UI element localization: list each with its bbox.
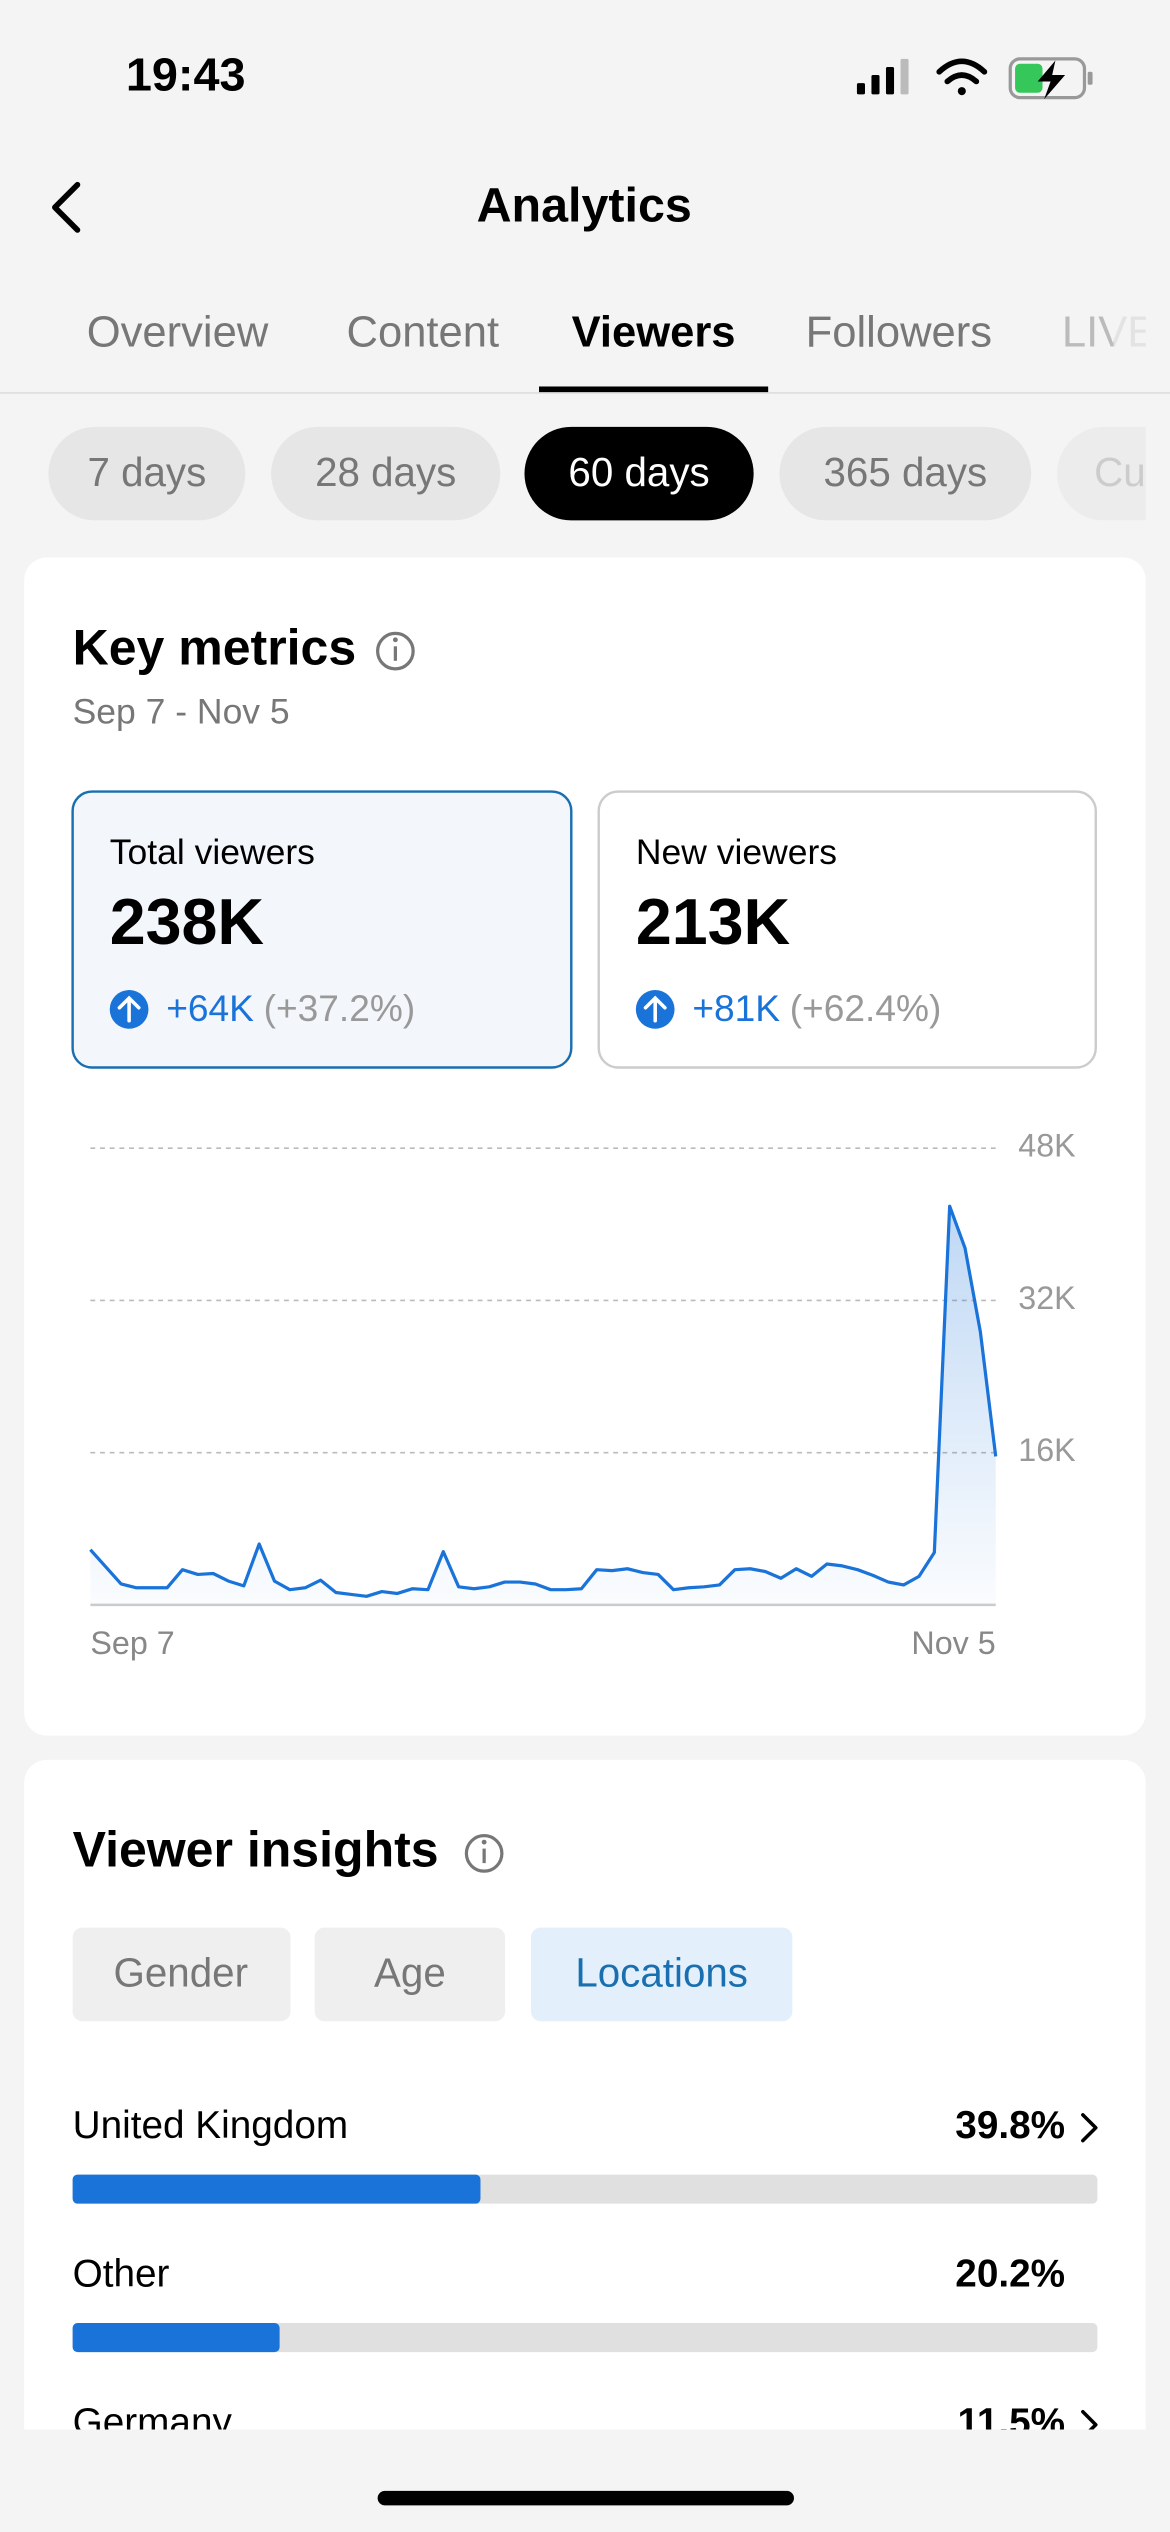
insight-tab-label: Age xyxy=(374,1950,446,1996)
range-pill[interactable] xyxy=(779,426,1032,521)
edge xyxy=(1145,412,1170,534)
tab-underline xyxy=(539,386,769,393)
metric-card-active[interactable] xyxy=(71,790,573,1069)
location-value: 39.8% xyxy=(955,2104,1065,2147)
status-time: 19:43 xyxy=(126,49,246,101)
section-title: Viewer insights xyxy=(73,1822,439,1878)
date-range: Sep 7 - Nov 5 xyxy=(73,691,290,731)
change-pct: (+62.4%) xyxy=(790,987,942,1029)
location-name: Other xyxy=(73,2252,170,2295)
change-pct: (+37.2%) xyxy=(264,987,416,1029)
fade xyxy=(1113,275,1170,392)
metric-label: Total viewers xyxy=(110,832,315,872)
range-label: 7 days xyxy=(87,449,206,495)
range-label: Cu xyxy=(1094,449,1146,495)
y-tick-label: 48K xyxy=(1018,1128,1076,1164)
back-button[interactable] xyxy=(52,181,81,233)
insight-tab-active[interactable] xyxy=(530,1927,793,2022)
range-pill[interactable] xyxy=(1057,426,1170,521)
metric-change: +64K (+37.2%) xyxy=(166,987,415,1029)
metric-change: +81K (+62.4%) xyxy=(692,987,941,1029)
tab[interactable]: Content xyxy=(347,308,500,356)
tab-active[interactable]: Viewers xyxy=(572,308,736,356)
section-title: Key metrics xyxy=(73,619,357,675)
home-indicator xyxy=(377,2490,794,2506)
up-icon xyxy=(635,990,675,1029)
signal-icon xyxy=(856,58,909,95)
range-pill[interactable] xyxy=(271,426,501,521)
range-pill-active[interactable] xyxy=(524,426,754,521)
range-label: 60 days xyxy=(568,449,709,495)
locations: United Kingdom 39.8% Other 20.2% Germany 11.5… xyxy=(72,2104,1098,2444)
chevron xyxy=(1081,2410,1098,2430)
change: +64K xyxy=(166,987,254,1029)
battery-icon xyxy=(1008,57,1093,100)
page-title: Analytics xyxy=(477,179,692,233)
info-icon[interactable] xyxy=(464,1834,504,1873)
tab[interactable]: Followers xyxy=(806,308,992,356)
y-tick-label: 32K xyxy=(1018,1280,1076,1316)
bar xyxy=(72,2323,280,2353)
insights-card xyxy=(24,1759,1146,2430)
insight-tab-label: Locations xyxy=(575,1950,748,1996)
change: +81K xyxy=(692,987,780,1029)
range-pill[interactable] xyxy=(48,426,246,521)
bar xyxy=(72,2174,481,2204)
x-tick-label: Sep 7 xyxy=(90,1625,174,1661)
metric-label: New viewers xyxy=(636,832,837,872)
location-name: Germany xyxy=(73,2401,233,2444)
line xyxy=(89,1204,998,1598)
insight-tab-label: Gender xyxy=(113,1950,248,1996)
location-value: 20.2% xyxy=(955,2252,1065,2295)
y-tick-label: 16K xyxy=(1018,1432,1076,1468)
chevron xyxy=(1081,2113,1098,2143)
wifi-icon xyxy=(936,58,988,96)
info-icon[interactable] xyxy=(376,631,415,671)
location-value: 11.5% xyxy=(957,2401,1065,2444)
metric-card[interactable] xyxy=(597,790,1097,1069)
insight-tab[interactable] xyxy=(72,1927,291,2022)
chart: 16K 32K 48K Sep 7 Nov 5 xyxy=(89,1128,1076,1661)
bar-track xyxy=(72,2323,1098,2353)
location-name: United Kingdom xyxy=(73,2104,348,2147)
range-label: 365 days xyxy=(823,449,987,495)
scroll-content: Key metrics Sep 7 - Nov 5 Total viewers … xyxy=(24,557,1146,2444)
range-label: 28 days xyxy=(315,449,456,495)
insight-tab[interactable] xyxy=(314,1927,506,2022)
metric-value: 238K xyxy=(110,886,265,958)
up-icon xyxy=(109,990,149,1029)
tab[interactable]: Overview xyxy=(87,308,269,356)
x-tick-label: Nov 5 xyxy=(911,1625,995,1661)
metric-value: 213K xyxy=(636,886,791,958)
